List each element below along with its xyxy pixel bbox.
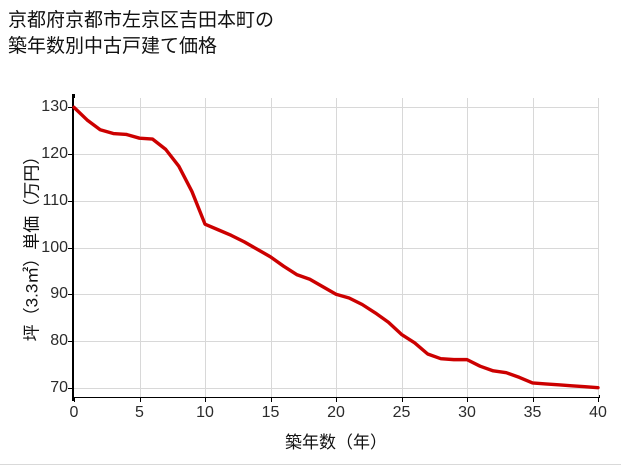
x-tick-label: 5 (135, 404, 144, 421)
gridline-vertical (401, 98, 403, 397)
x-tickmark (401, 398, 403, 402)
y-tickmark (68, 200, 72, 202)
y-axis-tick-labels: 70 80 90 100 110 120 130 (16, 98, 68, 397)
y-axis-title: 坪（3.3㎡）単価（万円） (22, 147, 42, 342)
y-tick-label: 110 (42, 191, 68, 209)
y-tickmark (68, 340, 72, 342)
x-tickmark (467, 398, 468, 402)
y-tick-label: 120 (41, 145, 68, 163)
x-tick-label: 40 (589, 404, 607, 421)
x-axis-tick-labels: 0 5 10 15 20 25 30 35 40 (70, 404, 607, 428)
x-tick-label: 25 (392, 404, 411, 421)
y-tick-label: 70 (50, 378, 68, 396)
x-axis-title: 築年数（年） (285, 433, 387, 452)
x-tick-label: 15 (261, 404, 280, 421)
gridline-vertical (139, 98, 141, 397)
gridline-vertical (598, 98, 599, 397)
gridline-vertical (467, 98, 468, 397)
chart-title: 京都府京都市左京区吉田本町の 築年数別中古戸建て価格 (8, 10, 275, 57)
y-tick-label: 90 (50, 285, 68, 303)
price-line (72, 105, 600, 390)
x-tick-label: 10 (196, 404, 214, 421)
y-tick-label: 80 (50, 331, 68, 349)
x-tickmark (205, 398, 206, 402)
x-tick-label: 20 (327, 404, 345, 421)
x-tickmark (74, 398, 75, 402)
x-tickmark (532, 398, 534, 402)
x-tickmark (598, 398, 599, 402)
gridline-vertical (336, 98, 337, 397)
y-axis-spine (72, 94, 75, 401)
y-tickmark (68, 294, 72, 296)
plot-area (72, 98, 600, 397)
x-tickmark (270, 398, 272, 402)
y-tickmark (68, 154, 72, 156)
y-tickmark (68, 247, 72, 249)
x-tick-label: 30 (458, 404, 476, 421)
x-tick-label: 35 (523, 404, 542, 421)
y-tick-label: 100 (41, 238, 68, 256)
gridline-vertical (532, 98, 534, 397)
y-tickmark (68, 107, 72, 109)
gridline-vertical (205, 98, 206, 397)
x-tickmark (336, 398, 337, 402)
y-tick-label: 130 (41, 98, 68, 116)
x-tickmark (139, 398, 141, 402)
gridline-vertical (270, 98, 272, 397)
y-tickmark (68, 387, 72, 389)
line-series-kantanka (72, 105, 600, 390)
x-tick-label: 0 (69, 404, 79, 421)
